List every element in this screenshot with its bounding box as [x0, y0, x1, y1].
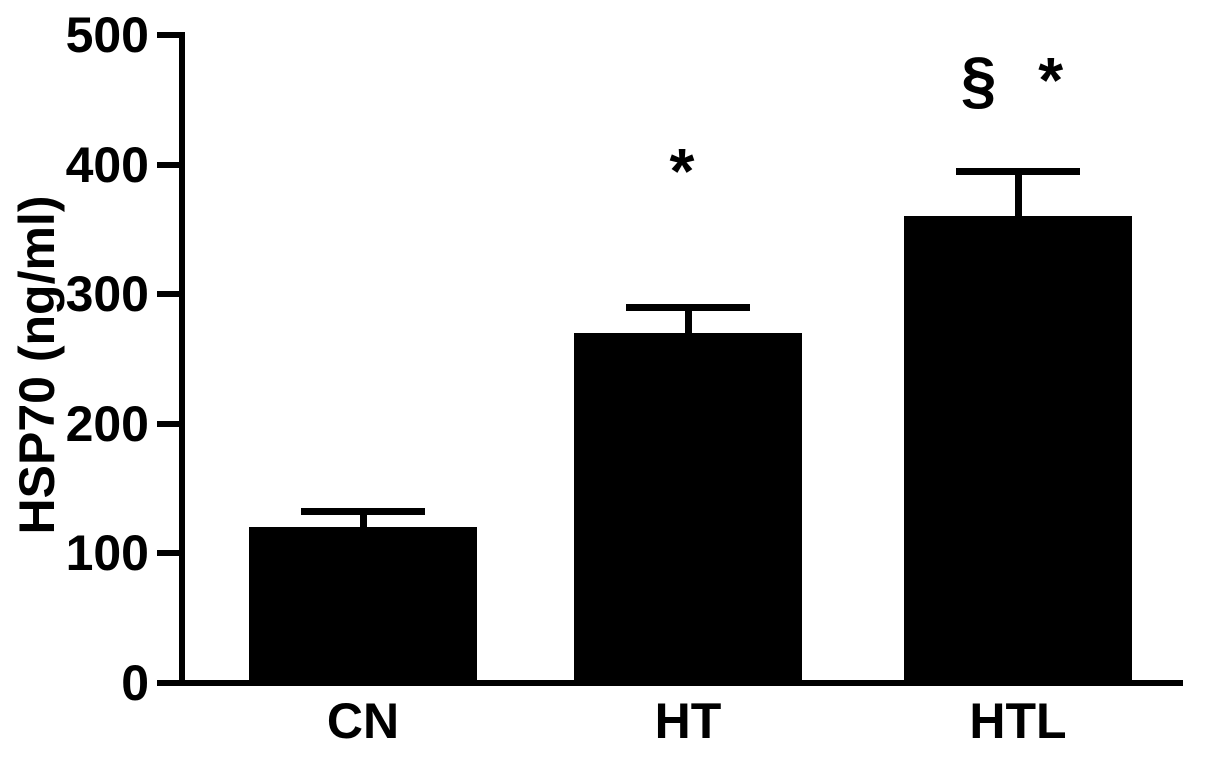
bar-htl — [904, 216, 1132, 683]
y-axis-tick — [157, 680, 179, 686]
y-tick-label: 400 — [65, 136, 149, 193]
x-category-label: HTL — [969, 693, 1067, 749]
x-category-label: CN — [326, 693, 400, 749]
y-tick-label: 500 — [65, 7, 149, 63]
error-bar-cap — [626, 304, 750, 312]
error-bar-line — [359, 510, 367, 542]
error-bar-cap — [301, 507, 425, 515]
y-tick-label: 200 — [65, 395, 149, 452]
y-axis-tick — [157, 161, 179, 168]
x-category-label: HT — [654, 693, 722, 749]
y-axis-tick — [157, 550, 179, 557]
y-axis-tick — [157, 291, 179, 298]
y-tick-label: 0 — [121, 655, 149, 711]
significance-annotation: * — [669, 135, 707, 208]
y-axis-label: HSP70 (ng/ml) — [9, 195, 65, 535]
y-tick-label: 300 — [65, 266, 149, 323]
y-tick-label: 100 — [65, 525, 149, 582]
significance-annotation: § * — [960, 44, 1076, 117]
y-axis-tick — [157, 32, 179, 38]
x-axis-line — [179, 680, 1183, 686]
error-bar-line — [1014, 171, 1022, 231]
error-bar-cap — [956, 168, 1080, 176]
bar-cn — [249, 527, 477, 683]
error-bar-line — [684, 307, 692, 348]
y-axis-tick — [157, 420, 179, 427]
bar-ht — [574, 333, 802, 683]
y-axis-line — [179, 32, 185, 686]
